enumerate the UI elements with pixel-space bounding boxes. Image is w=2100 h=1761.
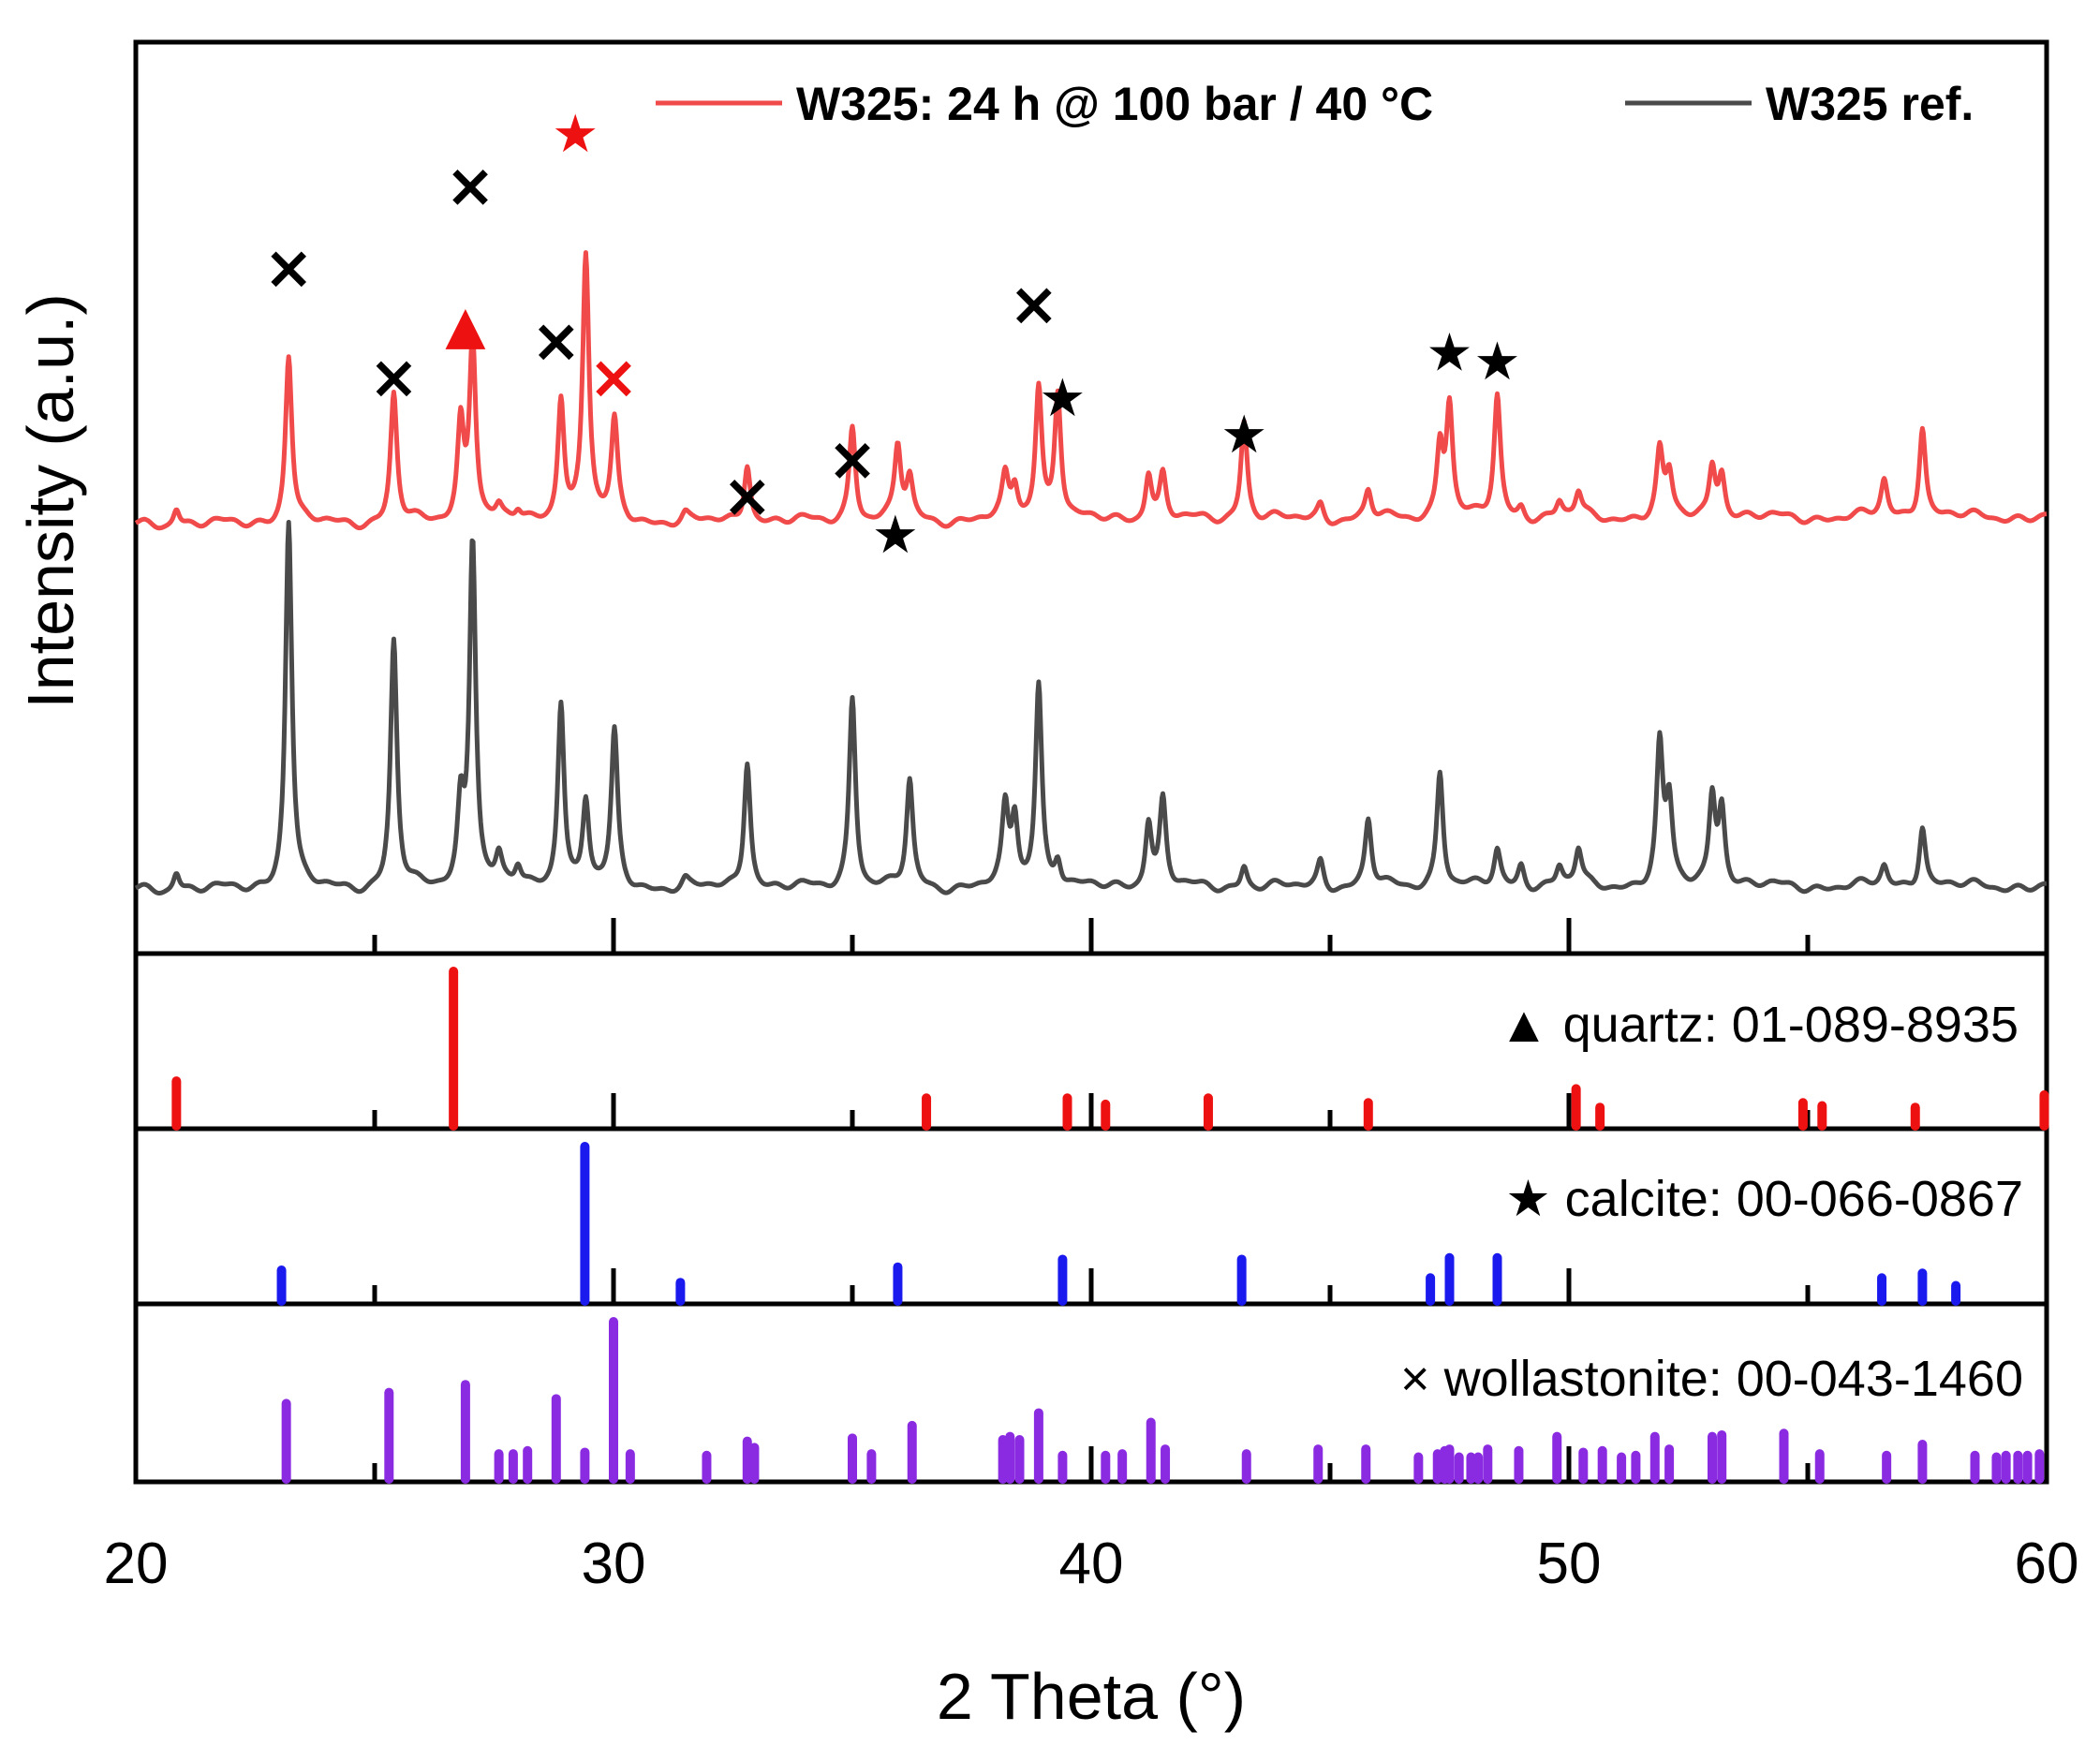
peak-marker: ★ (1473, 332, 1520, 392)
legend: W325: 24 h @ 100 bar / 40 °C W325 ref. (656, 78, 1974, 130)
x-tick-label: 50 (1537, 1532, 1602, 1596)
peak-marker: ★ (552, 104, 599, 165)
quartz-panel-label: ▲ quartz: 01-089-8935 (1499, 997, 2019, 1053)
wollastonite-panel-label: × wollastonite: 00-043-1460 (1400, 1351, 2023, 1407)
peak-marker: × (588, 343, 639, 412)
x-tick-label: 40 (1059, 1532, 1124, 1596)
peak-marker: × (827, 425, 878, 495)
peak-marker: × (1009, 271, 1059, 340)
peak-markers-group: ×××▲★××××★×★★★ ★ (263, 104, 1520, 566)
peak-marker: ★ (1426, 322, 1472, 383)
x-axis-title: 2 Theta (°) (937, 1660, 1246, 1733)
peak-marker: × (369, 343, 420, 412)
peak-marker: ★ (1039, 368, 1086, 429)
peak-marker: ▲ (445, 295, 485, 356)
main-plot-frame (133, 39, 2049, 956)
reference-lines-group (133, 967, 2049, 1484)
peak-marker: ★ (1220, 405, 1267, 466)
legend-label-treated: W325: 24 h @ 100 bar / 40 °C (796, 78, 1433, 130)
x-tick-label: 60 (2015, 1532, 2079, 1596)
peak-marker: ★ (872, 505, 919, 566)
legend-label-reference: W325 ref. (1766, 78, 1974, 130)
main-ticks-group (133, 918, 2049, 954)
peak-marker: × (263, 234, 314, 303)
x-tick-label: 30 (582, 1532, 646, 1596)
y-axis-title: Intensity (a.u.) (14, 293, 87, 709)
x-tick-label: 20 (104, 1532, 169, 1596)
peak-marker: × (445, 152, 495, 221)
main-series-group (134, 250, 2048, 895)
peak-marker: × (722, 462, 773, 531)
series-line-1 (134, 520, 2048, 895)
series-line-0 (134, 250, 2048, 531)
calcite-panel-label: ★ calcite: 00-066-0867 (1505, 1171, 2023, 1227)
x-tick-labels-group: 20 30 40 50 60 (104, 1532, 2079, 1596)
peak-marker: × (531, 307, 582, 377)
